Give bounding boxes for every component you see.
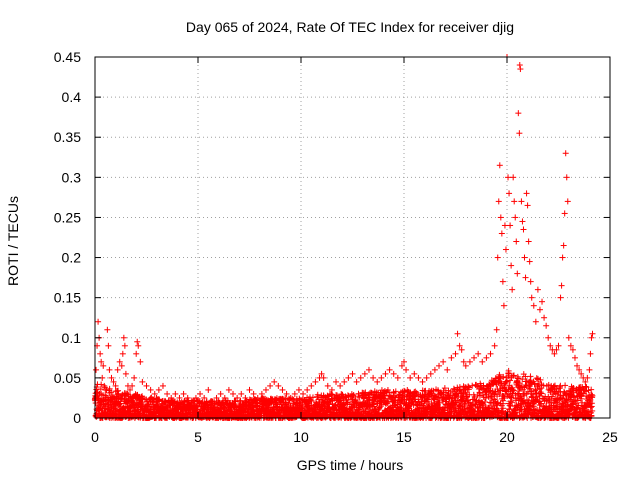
baseline-point (106, 385, 113, 392)
baseline-point (98, 381, 105, 388)
baseline-point (115, 390, 122, 397)
chart-title: Day 065 of 2024, Rate Of TEC Index for r… (186, 19, 514, 35)
baseline-point (314, 391, 321, 398)
baseline-point (298, 403, 305, 410)
baseline-point (105, 406, 112, 413)
data-points (91, 54, 596, 421)
baseline-point (267, 400, 274, 407)
grid (95, 57, 610, 418)
baseline-point (194, 406, 201, 413)
x-axis-label: GPS time / hours (297, 457, 404, 473)
baseline-point (138, 399, 145, 406)
baseline-point (117, 400, 124, 407)
baseline-point (308, 397, 315, 404)
baseline-point (108, 389, 115, 396)
y-axis-label: ROTI / TECUs (5, 196, 21, 286)
baseline-point (156, 397, 163, 404)
baseline-point (116, 400, 123, 407)
baseline-point (106, 407, 113, 414)
